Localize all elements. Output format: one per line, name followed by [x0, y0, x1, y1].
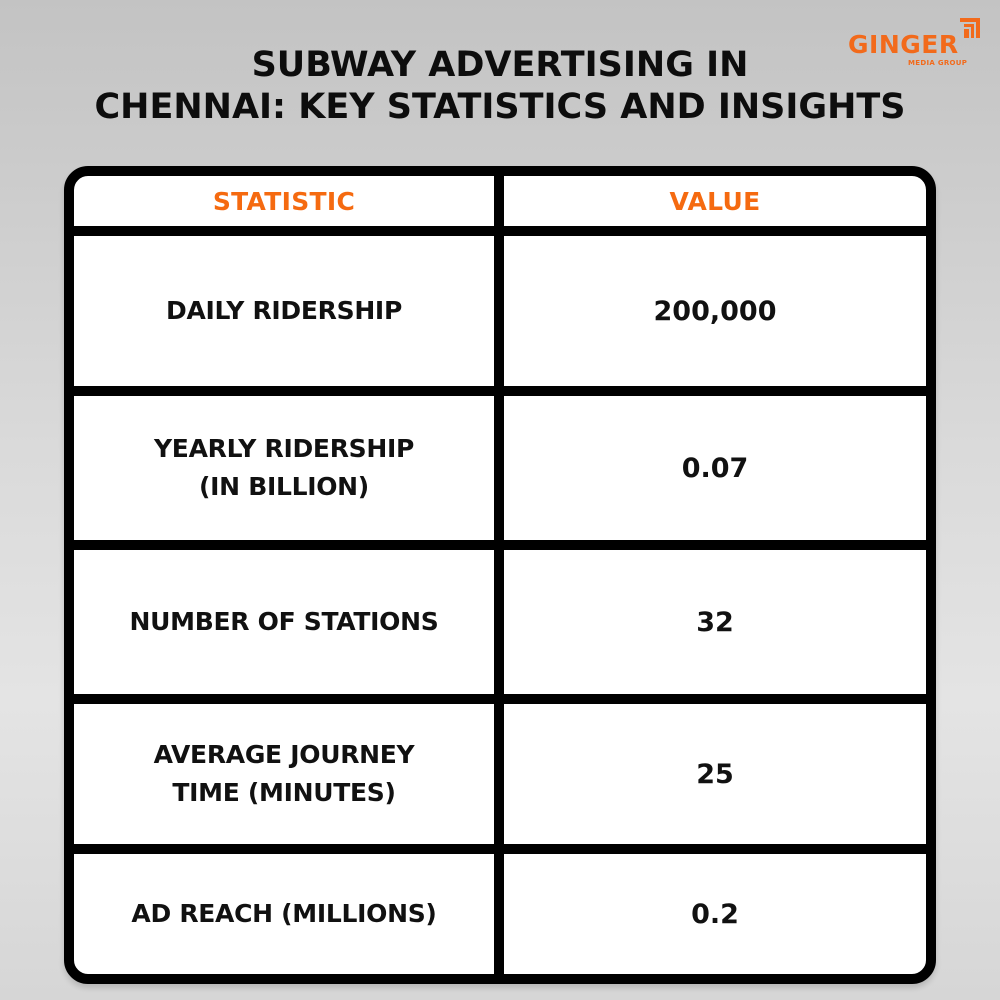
table-row: AD REACH (MILLIONS) 0.2: [74, 854, 926, 974]
statistic-label: NUMBER OF STATIONS: [129, 607, 439, 636]
statistics-table: STATISTIC VALUE DAILY RIDERSHIP 200,000 …: [64, 166, 936, 984]
statistic-label-sub: TIME (MINUTES): [172, 778, 396, 807]
logo-subtitle: MEDIA GROUP: [908, 59, 968, 67]
value-cell: 0.2: [691, 898, 739, 930]
statistic-cell: AD REACH (MILLIONS): [74, 854, 494, 974]
statistic-label: YEARLY RIDERSHIP: [153, 434, 414, 463]
statistic-cell: DAILY RIDERSHIP: [74, 236, 494, 386]
ginger-media-group-logo: GINGER MEDIA GROUP: [848, 18, 988, 70]
statistic-label: AD REACH (MILLIONS): [131, 899, 437, 928]
value-cell: 0.07: [681, 452, 749, 484]
stacked-corner-bars-icon: [960, 18, 980, 38]
row-divider: [74, 226, 926, 236]
table-header-row: STATISTIC VALUE: [74, 176, 926, 226]
row-divider: [74, 844, 926, 854]
header-statistic: STATISTIC: [212, 186, 356, 216]
logo-wordmark: GINGER: [848, 30, 959, 59]
statistic-label-sub: (IN BILLION): [199, 472, 369, 501]
table-row: DAILY RIDERSHIP 200,000: [74, 236, 926, 386]
table-row: YEARLY RIDERSHIP (IN BILLION) 0.07: [74, 396, 926, 540]
statistic-cell: AVERAGE JOURNEY TIME (MINUTES): [74, 704, 494, 844]
row-divider: [74, 540, 926, 550]
table-row: AVERAGE JOURNEY TIME (MINUTES) 25: [74, 704, 926, 844]
title-line-2: CHENNAI: KEY STATISTICS AND INSIGHTS: [94, 87, 906, 127]
title-line-1: SUBWAY ADVERTISING IN: [251, 45, 749, 85]
statistic-cell: YEARLY RIDERSHIP (IN BILLION): [74, 396, 494, 540]
column-divider: [494, 176, 504, 974]
header-value: VALUE: [669, 186, 761, 216]
page-title: SUBWAY ADVERTISING IN CHENNAI: KEY STATI…: [0, 44, 1000, 128]
value-cell: 32: [696, 606, 734, 638]
statistic-label: DAILY RIDERSHIP: [166, 296, 402, 325]
value-cell: 25: [696, 758, 734, 790]
value-cell: 200,000: [653, 295, 777, 327]
table-row: NUMBER OF STATIONS 32: [74, 550, 926, 694]
statistic-label: AVERAGE JOURNEY: [153, 740, 415, 769]
row-divider: [74, 386, 926, 396]
statistic-cell: NUMBER OF STATIONS: [74, 550, 494, 694]
row-divider: [74, 694, 926, 704]
